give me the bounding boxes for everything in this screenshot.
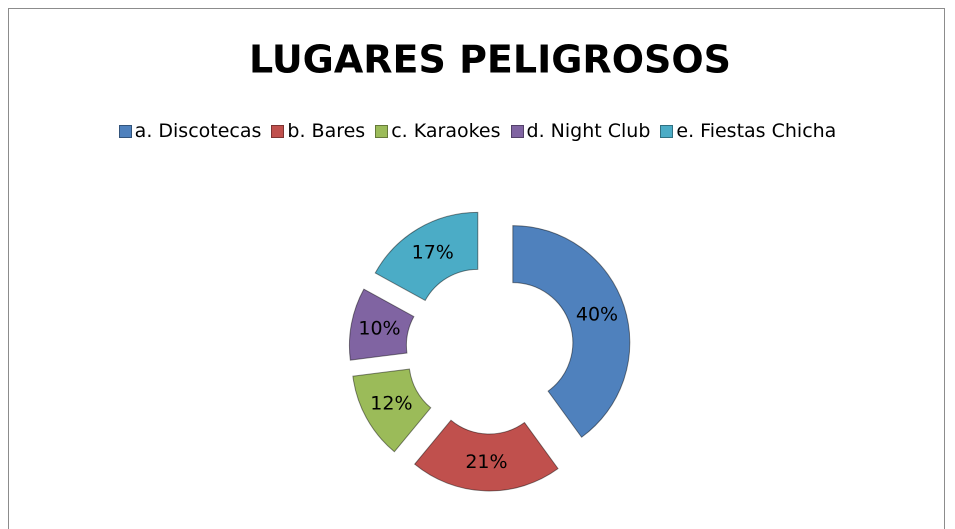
legend-label: b. Bares xyxy=(287,120,366,142)
legend-swatch xyxy=(510,124,524,138)
legend-label: a. Discotecas xyxy=(134,120,262,142)
chart-frame xyxy=(8,8,945,529)
data-label: 12% xyxy=(370,393,412,415)
doughnut-segment xyxy=(348,288,415,361)
legend-item: c. Karaokes xyxy=(375,120,501,142)
chart-title: LUGARES PELIGROSOS xyxy=(249,38,731,82)
doughnut-segment xyxy=(374,211,479,302)
legend-label: d. Night Club xyxy=(526,120,651,142)
data-label: 21% xyxy=(465,451,507,473)
legend-item: b. Bares xyxy=(271,120,365,142)
data-label: 17% xyxy=(412,242,454,264)
legend: a. Discotecas b. Bares c. Karaokes d. Night… xyxy=(0,120,955,142)
legend-item: e. Fiestas Chicha xyxy=(660,120,836,142)
doughnut-segment xyxy=(413,419,559,492)
legend-label: e. Fiestas Chicha xyxy=(676,120,837,142)
legend-item: d. Night Club xyxy=(510,120,651,142)
doughnut-segment xyxy=(512,225,631,438)
legend-swatch xyxy=(375,124,389,138)
legend-swatch xyxy=(271,124,285,138)
legend-swatch xyxy=(118,124,132,138)
legend-swatch xyxy=(660,124,674,138)
data-label: 10% xyxy=(358,317,400,339)
legend-item: a. Discotecas xyxy=(118,120,262,142)
doughnut-segment xyxy=(352,368,432,453)
data-label: 40% xyxy=(576,304,618,326)
legend-label: c. Karaokes xyxy=(391,120,501,142)
